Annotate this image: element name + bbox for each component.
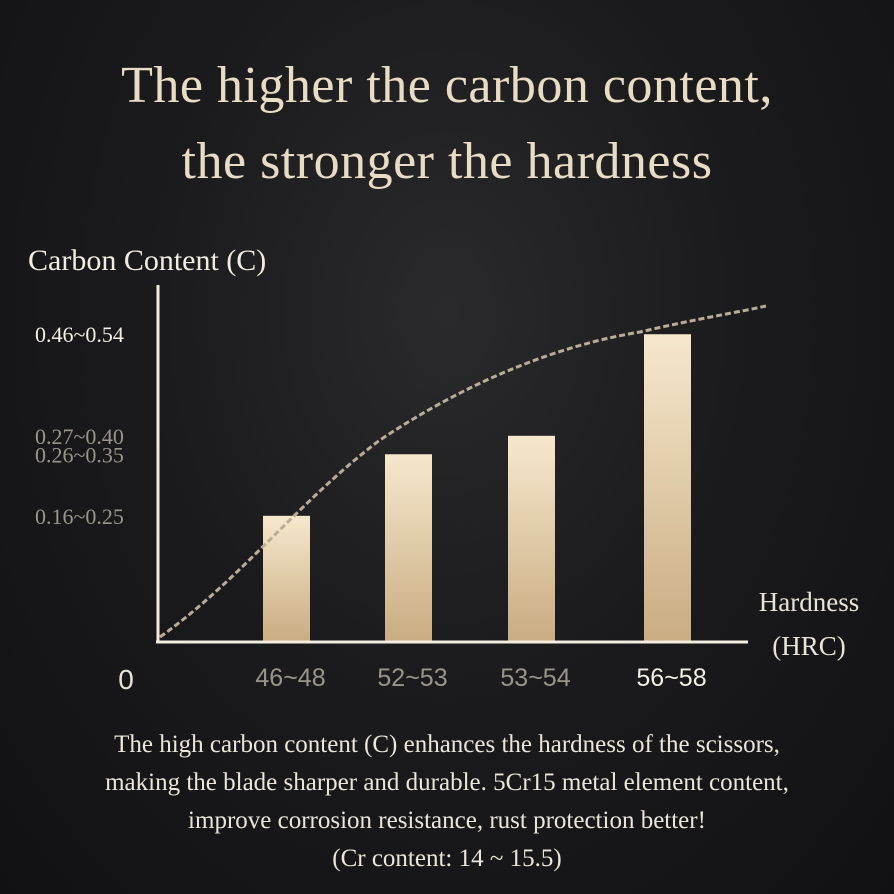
description-line-2: making the blade sharper and durable. 5C… xyxy=(105,769,789,796)
title-line-2: the stronger the hardness xyxy=(181,133,713,190)
chart-title: The higher the carbon content, the stron… xyxy=(0,48,894,200)
trend-line xyxy=(159,304,767,639)
x-axis-label-line-1: Hardness xyxy=(759,587,859,617)
x-tick-label: 52~53 xyxy=(377,664,447,692)
x-tick-label: 53~54 xyxy=(500,664,570,692)
description-line-4: (Cr content: 14 ~ 15.5) xyxy=(332,845,562,872)
description-line-3: improve corrosion resistance, rust prote… xyxy=(188,807,706,834)
hardness-chart: Carbon Content (C) 0.16~0.25 0.26~0.350.2… xyxy=(28,244,859,695)
x-tick-label: 56~58 xyxy=(636,664,706,692)
title-line-1: The higher the carbon content, xyxy=(121,57,773,114)
description-line-1: The high carbon content (C) enhances the… xyxy=(114,731,780,758)
bar-46~48 xyxy=(263,515,310,642)
y-axis-label: Carbon Content (C) xyxy=(28,244,266,277)
origin-label: 0 xyxy=(118,664,134,695)
x-axis-label-line-2: (HRC) xyxy=(772,631,846,661)
bar-56~58 xyxy=(644,334,691,642)
bar-52~53 xyxy=(385,454,432,642)
y-tick-label: 0.46~0.54 xyxy=(35,322,124,347)
y-tick-label: 0.16~0.25 xyxy=(35,504,124,529)
y-tick-label: 0.27~0.40 xyxy=(35,424,124,449)
y-tick-label: 0.26~0.35 xyxy=(35,442,124,467)
x-tick-label: 46~48 xyxy=(255,664,325,692)
description: The high carbon content (C) enhances the… xyxy=(0,726,894,878)
bar-53~54 xyxy=(508,435,555,642)
